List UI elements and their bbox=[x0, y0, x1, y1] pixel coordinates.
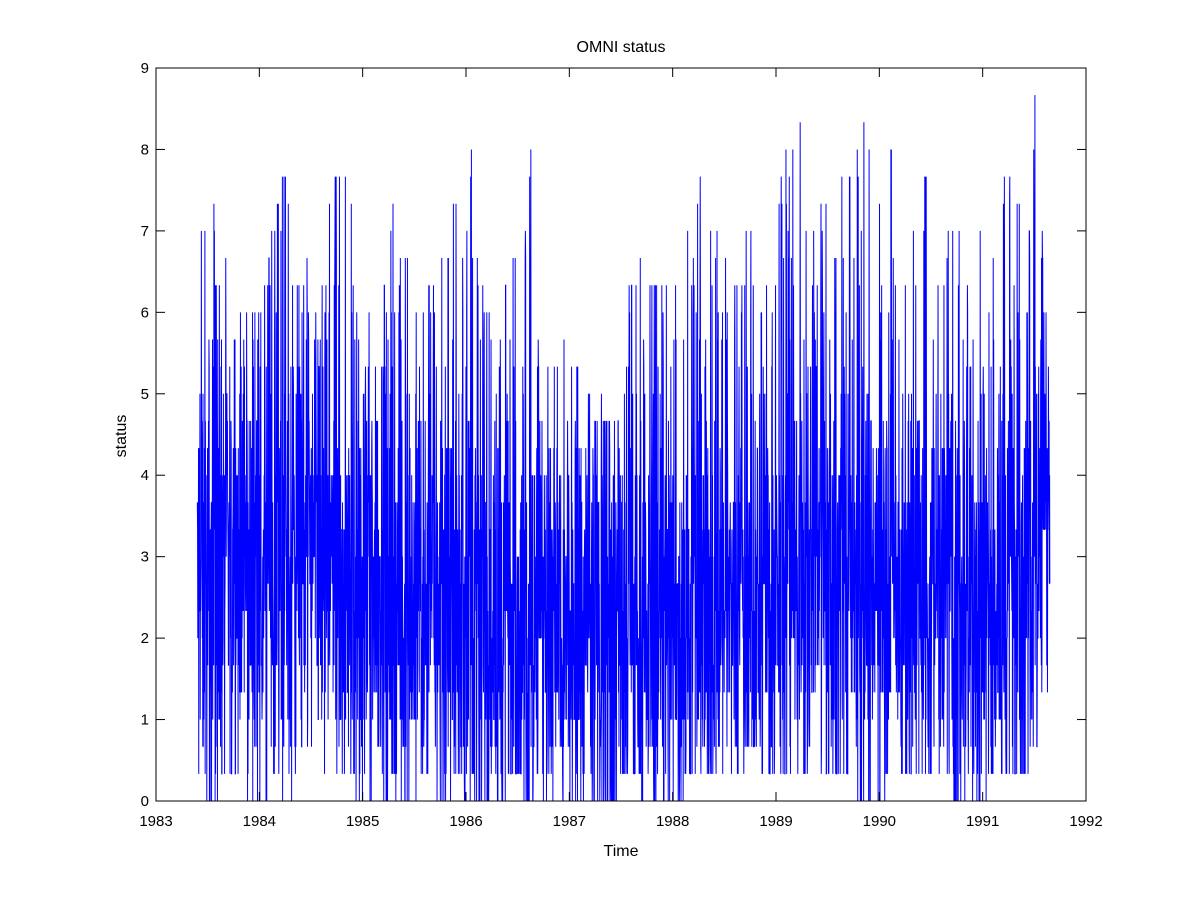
y-axis-label: status bbox=[113, 415, 130, 458]
status-series-line bbox=[196, 95, 1051, 802]
x-tick-label: 1987 bbox=[553, 813, 586, 830]
y-tick-label: 2 bbox=[141, 630, 149, 647]
x-axis-label: Time bbox=[604, 843, 639, 860]
y-tick-label: 6 bbox=[141, 304, 149, 321]
chart-title: OMNI status bbox=[577, 39, 666, 56]
x-tick-label: 1983 bbox=[139, 813, 172, 830]
y-tick-label: 1 bbox=[141, 712, 149, 729]
y-tick-label: 8 bbox=[141, 141, 149, 158]
x-tick-label: 1991 bbox=[966, 813, 999, 830]
y-tick-label: 4 bbox=[141, 467, 149, 484]
x-tick-label: 1992 bbox=[1069, 813, 1102, 830]
tick-layer: 1983 1984 1985 1986 1987 1988 1989 1990 1991 1992… bbox=[139, 60, 1102, 830]
axes-frame bbox=[155, 67, 1087, 802]
x-tick-label: 1986 bbox=[449, 813, 482, 830]
x-tick-label: 1988 bbox=[656, 813, 689, 830]
x-tick-label: 1989 bbox=[759, 813, 792, 830]
y-tick-label: 7 bbox=[141, 223, 149, 240]
x-tick-label: 1984 bbox=[243, 813, 276, 830]
y-tick-label: 5 bbox=[141, 386, 149, 403]
series-layer bbox=[196, 95, 1051, 802]
x-tick-label: 1985 bbox=[346, 813, 379, 830]
y-tick-label: 0 bbox=[141, 793, 149, 810]
y-tick-label: 3 bbox=[141, 549, 149, 566]
y-tick-label: 9 bbox=[141, 60, 149, 77]
x-tick-label: 1990 bbox=[863, 813, 896, 830]
